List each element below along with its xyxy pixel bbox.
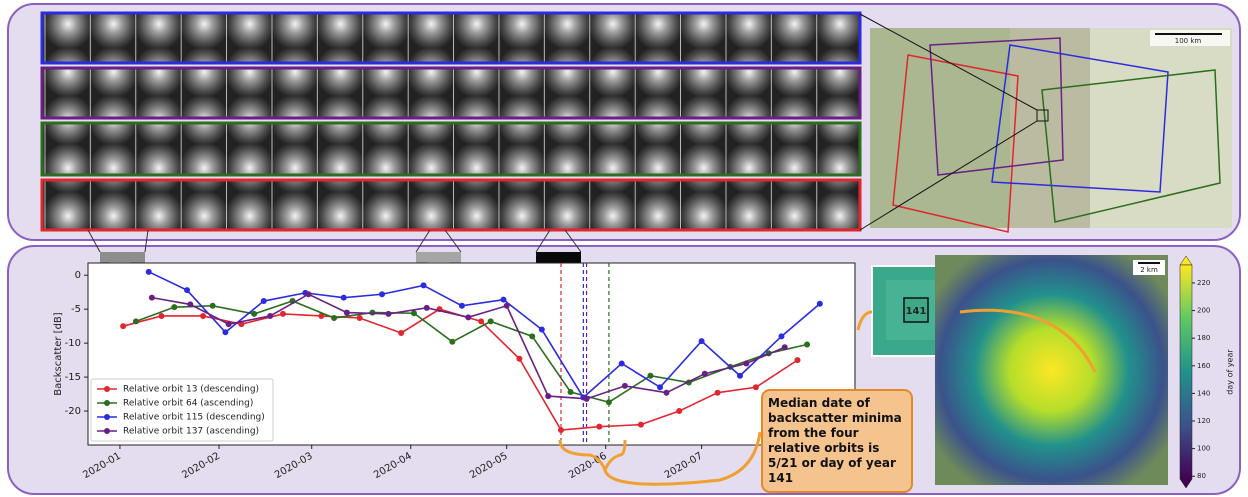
point — [331, 315, 337, 321]
point — [379, 291, 385, 297]
point — [584, 396, 590, 402]
point — [306, 291, 312, 297]
point — [568, 389, 574, 395]
point — [280, 311, 286, 317]
point — [539, 327, 545, 333]
point — [385, 311, 391, 317]
legend-dot — [104, 428, 110, 434]
legend-label: Relative orbit 64 (ascending) — [123, 399, 253, 409]
point — [715, 390, 721, 396]
point — [424, 305, 430, 311]
point — [146, 269, 152, 275]
point — [222, 329, 228, 335]
colorbar-tick-label: 220 — [1197, 279, 1210, 287]
annotation-text: Median date of backscatter minima from t… — [768, 396, 908, 486]
point — [606, 399, 612, 405]
colorbar-tick-label: 80 — [1197, 472, 1206, 480]
overview-map: 100 km — [860, 14, 1232, 232]
point — [411, 310, 417, 316]
point — [149, 295, 155, 301]
colorbar-label: day of year — [1226, 349, 1235, 395]
point — [782, 344, 788, 350]
y-tick-label: -10 — [65, 338, 81, 349]
point — [619, 361, 625, 367]
legend-dot — [104, 400, 110, 406]
point — [794, 357, 800, 363]
y-tick-label: -20 — [65, 406, 81, 417]
legend-label: Relative orbit 137 (ascending) — [123, 427, 259, 437]
y-tick-label: -15 — [65, 372, 81, 383]
colorbar-tick-label: 120 — [1197, 417, 1210, 425]
point — [804, 341, 810, 347]
point — [261, 298, 267, 304]
point — [504, 303, 510, 309]
point — [743, 361, 749, 367]
point — [200, 313, 206, 319]
point — [558, 427, 564, 433]
point — [737, 373, 743, 379]
point — [753, 384, 759, 390]
image-strips — [42, 13, 860, 230]
colorbar-tick-label: 100 — [1197, 445, 1210, 453]
point — [449, 339, 455, 345]
y-axis-label: Backscatter [dB] — [53, 312, 64, 396]
colorbar-tick-label: 200 — [1197, 307, 1210, 315]
overview-scale: 100 km — [1175, 37, 1202, 45]
point — [500, 297, 506, 303]
pixel-label: 141 — [906, 306, 927, 317]
point — [398, 330, 404, 336]
point — [817, 301, 823, 307]
colorbar-tick-label: 180 — [1197, 334, 1210, 342]
point — [657, 384, 663, 390]
legend-dot — [104, 414, 110, 420]
point — [702, 371, 708, 377]
point — [267, 313, 273, 319]
point — [516, 356, 522, 362]
point — [676, 408, 682, 414]
point — [663, 390, 669, 396]
point — [778, 333, 784, 339]
point — [622, 383, 628, 389]
legend-label: Relative orbit 115 (descending) — [123, 413, 265, 423]
annotation: Median date of backscatter minima from t… — [768, 396, 908, 490]
point — [459, 303, 465, 309]
point — [596, 424, 602, 430]
point — [488, 318, 494, 324]
legend-label: Relative orbit 13 (descending) — [123, 385, 259, 395]
point — [545, 393, 551, 399]
figure: 100 km Backscatter [dB] 0-5-10-15-202020… — [0, 0, 1248, 497]
point — [699, 338, 705, 344]
point — [187, 301, 193, 307]
point — [133, 318, 139, 324]
point — [226, 321, 232, 327]
colorbar-tick-label: 160 — [1197, 362, 1210, 370]
colorbar-tick-label: 140 — [1197, 389, 1210, 397]
point — [421, 282, 427, 288]
point — [647, 373, 653, 379]
point — [465, 314, 471, 320]
point — [478, 318, 484, 324]
legend: Relative orbit 13 (descending) Relative o… — [91, 379, 273, 441]
colorbar-bar — [1180, 265, 1192, 479]
point — [251, 311, 257, 317]
point — [159, 313, 165, 319]
point — [341, 295, 347, 301]
legend-dot — [104, 386, 110, 392]
y-tick-label: 0 — [75, 270, 81, 281]
point — [344, 310, 350, 316]
point — [210, 303, 216, 309]
point — [171, 304, 177, 310]
point — [120, 323, 126, 329]
point — [529, 333, 535, 339]
point — [357, 315, 363, 321]
y-tick-label: -5 — [71, 304, 81, 315]
point — [184, 287, 190, 293]
detail-scale: 2 km — [1140, 266, 1158, 274]
point — [638, 422, 644, 428]
